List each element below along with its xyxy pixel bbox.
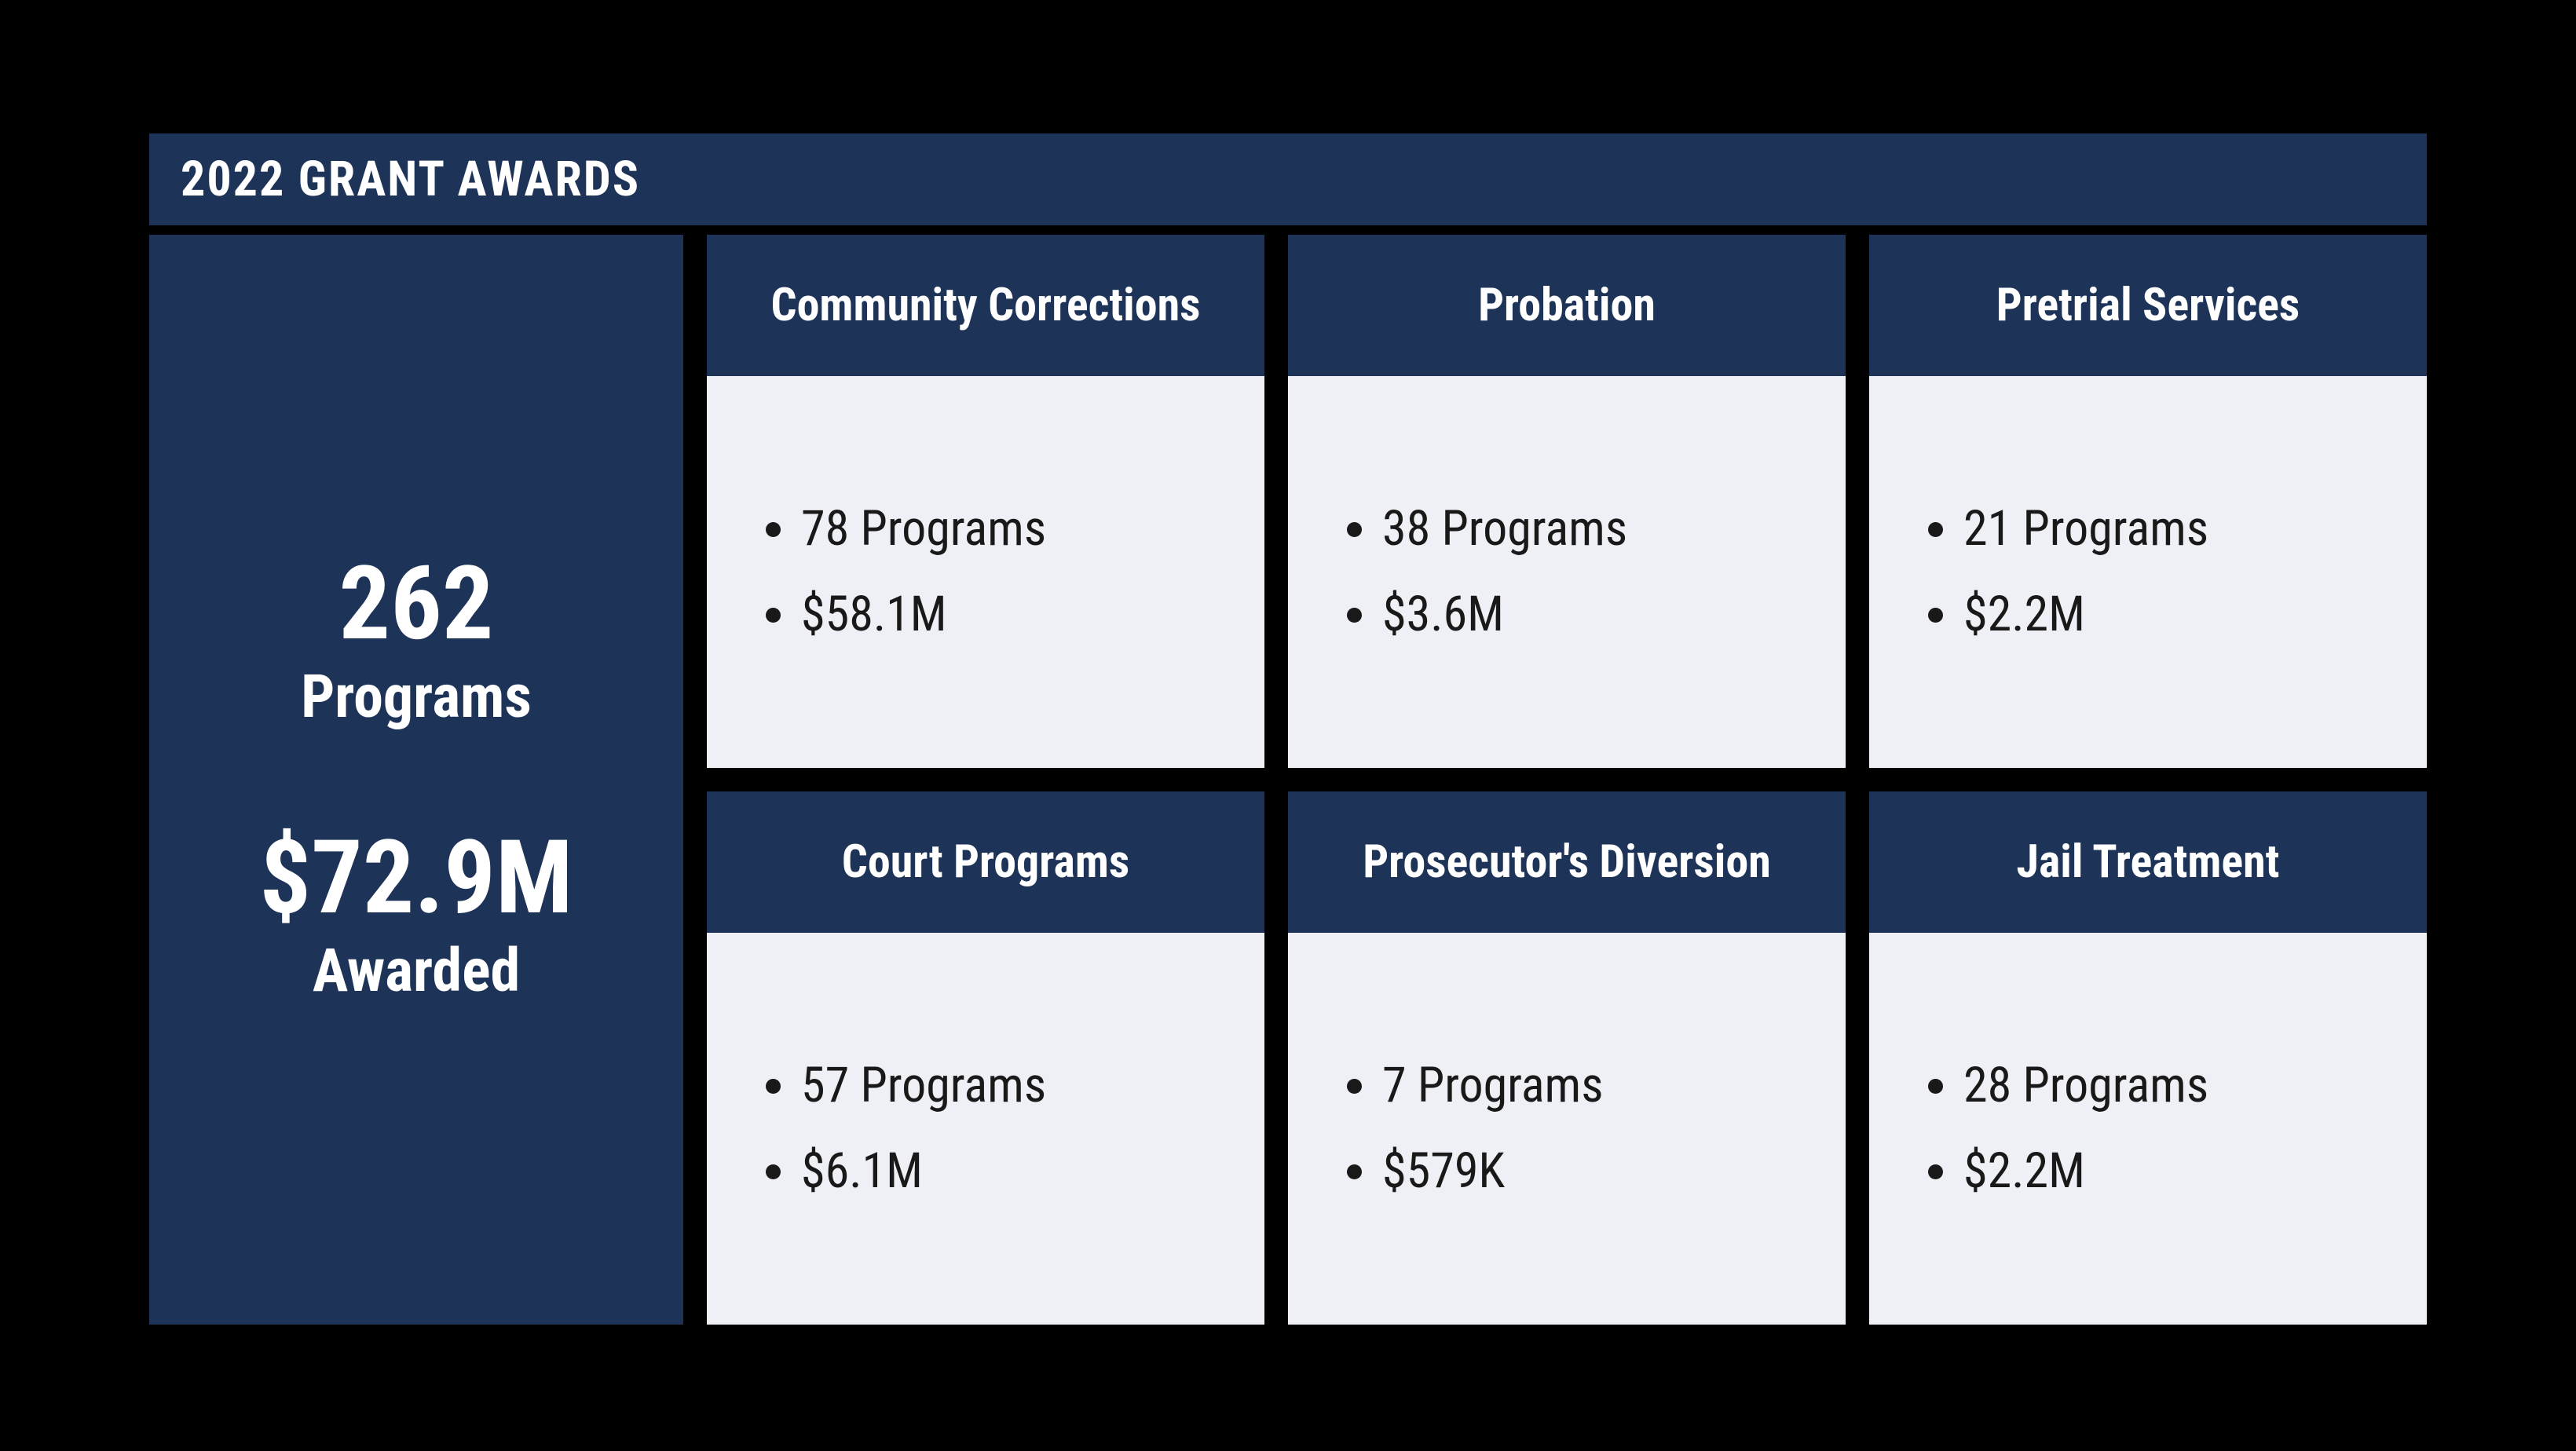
card-header: Prosecutor's Diversion [1288,791,1846,933]
infographic-container: 2022 GRANT AWARDS 262 Programs $72.9M Aw… [149,133,2427,1318]
card-programs: 21 Programs [1963,487,2388,572]
card-body: 57 Programs $6.1M [707,933,1264,1325]
card-header: Jail Treatment [1869,791,2427,933]
summary-programs: 262 Programs [301,553,532,733]
card-body: 21 Programs $2.2M [1869,376,2427,768]
card-jail-treatment: Jail Treatment 28 Programs $2.2M [1869,791,2427,1325]
card-body: 28 Programs $2.2M [1869,933,2427,1325]
card-amount: $6.1M [801,1129,1225,1215]
card-programs: 57 Programs [801,1043,1225,1129]
summary-amount: $72.9M Awarded [259,827,573,1007]
header-bar: 2022 GRANT AWARDS [149,133,2427,225]
summary-programs-number: 262 [301,553,532,655]
summary-amount-label: Awarded [259,935,573,1007]
card-amount: $2.2M [1963,572,2388,658]
card-probation: Probation 38 Programs $3.6M [1288,235,1846,768]
content-grid: 262 Programs $72.9M Awarded Community Co… [149,235,2427,1325]
card-court-programs: Court Programs 57 Programs $6.1M [707,791,1264,1325]
card-header: Pretrial Services [1869,235,2427,376]
card-prosecutors-diversion: Prosecutor's Diversion 7 Programs $579K [1288,791,1846,1325]
card-amount: $3.6M [1382,572,1806,658]
card-body: 78 Programs $58.1M [707,376,1264,768]
card-title: Jail Treatment [2017,836,2280,889]
card-header: Court Programs [707,791,1264,933]
card-title: Pretrial Services [1996,280,2300,332]
card-programs: 78 Programs [801,487,1225,572]
card-pretrial-services: Pretrial Services 21 Programs $2.2M [1869,235,2427,768]
card-programs: 7 Programs [1382,1043,1806,1129]
card-community-corrections: Community Corrections 78 Programs $58.1M [707,235,1264,768]
summary-amount-number: $72.9M [259,827,573,929]
card-title: Prosecutor's Diversion [1363,836,1771,889]
card-amount: $58.1M [801,572,1225,658]
card-title: Court Programs [842,836,1129,889]
card-title: Community Corrections [771,280,1201,332]
card-header: Probation [1288,235,1846,376]
card-title: Probation [1478,280,1656,332]
card-amount: $579K [1382,1129,1806,1215]
card-programs: 38 Programs [1382,487,1806,572]
card-programs: 28 Programs [1963,1043,2388,1129]
summary-programs-label: Programs [301,661,532,733]
card-body: 7 Programs $579K [1288,933,1846,1325]
card-amount: $2.2M [1963,1129,2388,1215]
card-body: 38 Programs $3.6M [1288,376,1846,768]
card-header: Community Corrections [707,235,1264,376]
summary-panel: 262 Programs $72.9M Awarded [149,235,683,1325]
header-title: 2022 GRANT AWARDS [181,151,640,208]
